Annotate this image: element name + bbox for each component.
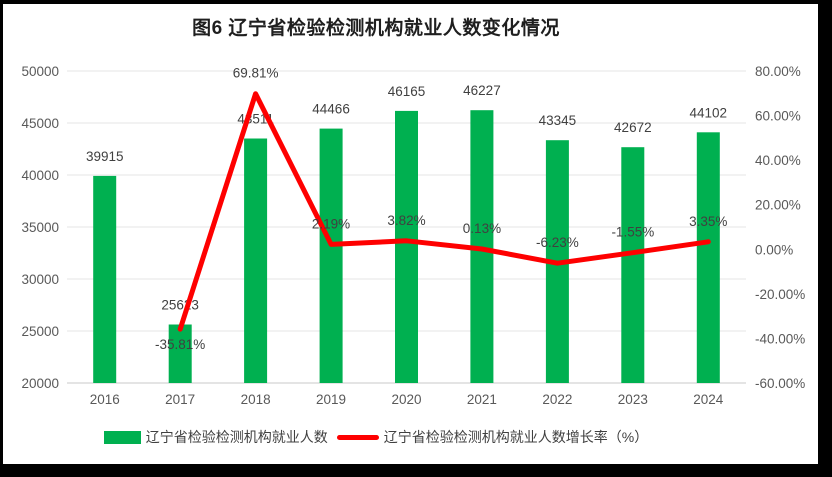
y-axis-left-tick-label: 35000 <box>21 220 59 235</box>
bar-value-label: 25623 <box>161 298 199 313</box>
growth-rate-line <box>177 91 711 332</box>
bar-2020 <box>395 110 418 384</box>
y-axis-right-tick-label: -60.00% <box>755 376 805 391</box>
chart-canvas: 图6 辽宁省检验检测机构就业人数变化情况 50000 45000 40000 3500… <box>3 4 818 464</box>
line-value-label: 0.13% <box>463 221 501 236</box>
x-axis-label: 2018 <box>241 392 271 407</box>
x-axis-label: 2016 <box>90 392 120 407</box>
y-axis-left-tick-label: 30000 <box>21 272 59 287</box>
y-axis-left-tick-label: 20000 <box>21 376 59 391</box>
line-value-label: 3.82% <box>387 213 425 228</box>
bar-2017 <box>168 324 192 383</box>
x-axis-label: 2020 <box>391 392 421 407</box>
line-value-label: 2.19% <box>312 216 350 231</box>
legend-bar-swatch-icon <box>103 430 141 444</box>
bar-value-label: 39915 <box>86 149 124 164</box>
y-axis-left-tick-label: 25000 <box>21 324 59 339</box>
y-axis-right-tick-label: 40.00% <box>755 153 801 168</box>
y-axis-right-tick-label: -40.00% <box>755 331 805 346</box>
y-axis-right-tick-label: 60.00% <box>755 109 801 124</box>
y-axis-right-tick-label: -20.00% <box>755 287 805 302</box>
x-axis-label: 2017 <box>165 392 195 407</box>
bar-value-label: 46227 <box>463 83 501 98</box>
x-axis-label: 2023 <box>618 392 648 407</box>
bar-value-label: 46165 <box>388 84 426 99</box>
bar-value-label: 42672 <box>614 120 652 135</box>
x-axis-label: 2022 <box>542 392 572 407</box>
x-axis-label: 2019 <box>316 392 346 407</box>
plot-area: 50000 45000 40000 35000 30000 25000 20000 80.00… <box>3 4 818 416</box>
legend: 辽宁省检验检测机构就业人数 辽宁省检验检测机构就业人数增长率（%） <box>3 427 749 447</box>
chart-svg: 50000 45000 40000 35000 30000 25000 20000 80.00… <box>21 64 805 407</box>
bar-2023 <box>621 147 645 383</box>
line-value-label: 69.81% <box>233 66 279 81</box>
y-axis-right-tick-label: 80.00% <box>755 64 801 79</box>
chart-title: 图6 辽宁省检验检测机构就业人数变化情况 <box>192 18 560 39</box>
bar-value-label: 44466 <box>312 102 350 117</box>
y-axis-left-tick-label: 50000 <box>21 64 59 79</box>
y-axis-right-tick-label: 0.00% <box>755 242 793 257</box>
line-value-label: -1.55% <box>611 225 654 240</box>
legend-label-employment: 辽宁省检验检测机构就业人数 <box>145 429 328 445</box>
y-axis-left-tick-label: 45000 <box>21 116 59 131</box>
line-value-label: -35.81% <box>155 337 205 352</box>
bar-value-label: 43345 <box>539 113 577 128</box>
x-axis-label: 2021 <box>467 392 497 407</box>
bar-value-label: 44102 <box>690 105 728 120</box>
bar-2016 <box>93 175 117 383</box>
legend-line-swatch-icon <box>336 434 379 440</box>
line-value-label: 3.35% <box>689 214 727 229</box>
y-axis-left-tick-label: 40000 <box>21 168 59 183</box>
bar-2024 <box>696 132 720 383</box>
legend-label-growth-rate: 辽宁省检验检测机构就业人数增长率（%） <box>383 429 649 445</box>
y-axis-right-tick-label: 20.00% <box>755 198 801 213</box>
bar-2018 <box>244 138 268 383</box>
line-value-label: -6.23% <box>536 235 579 250</box>
x-axis-label: 2024 <box>693 392 724 407</box>
bar-2019 <box>319 128 343 383</box>
